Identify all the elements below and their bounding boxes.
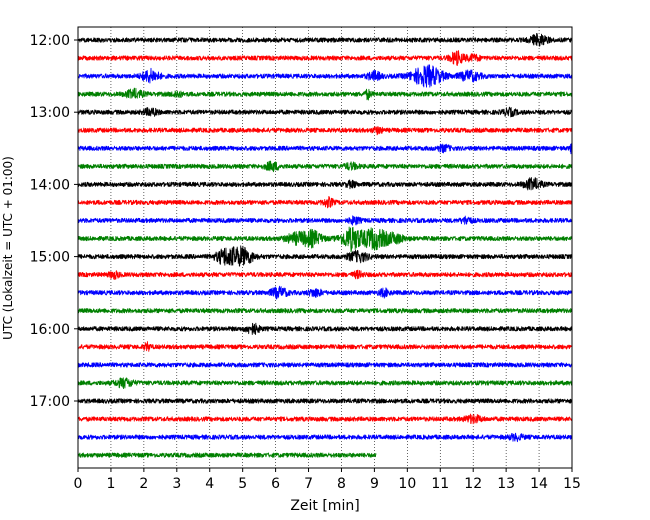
x-tick-label: 9	[370, 476, 379, 492]
plot-frame	[77, 26, 573, 469]
seismic-trace-1500	[77, 245, 573, 267]
seismic-trace-1415	[77, 196, 573, 209]
y-tick-label: 17:00	[30, 394, 70, 410]
seismic-trace-1215	[77, 50, 573, 66]
seismic-trace-1545	[77, 308, 573, 314]
x-tick-label: 0	[74, 476, 83, 492]
seismic-trace-1245	[77, 87, 573, 101]
seismic-trace-1730	[77, 432, 573, 443]
seismic-trace-1300	[77, 106, 573, 118]
x-tick-label: 12	[464, 476, 482, 492]
x-tick-label: 8	[337, 476, 346, 492]
seismic-trace-1530	[77, 285, 573, 300]
y-tick-label: 15:00	[30, 250, 70, 266]
x-tick-label: 13	[497, 476, 515, 492]
x-tick-label: 11	[431, 476, 449, 492]
seismic-trace-1200	[77, 33, 573, 47]
x-tick-label: 7	[304, 476, 313, 492]
seismic-trace-1445	[77, 226, 573, 253]
x-ticks: 0 1 2 3 4 5 6 7 8 9 10 11 12 13 14 15	[74, 468, 581, 492]
seismic-trace-1700	[77, 398, 573, 404]
x-tick-label: 1	[106, 476, 115, 492]
x-tick-label: 3	[172, 476, 181, 492]
x-axis-title: Zeit [min]	[290, 498, 359, 514]
x-tick-label: 15	[563, 476, 581, 492]
seismic-trace-1345	[77, 160, 573, 173]
x-tick-label: 14	[530, 476, 548, 492]
seismic-trace-1645	[77, 377, 573, 390]
y-tick-label: 16:00	[30, 322, 70, 338]
x-tick-label: 2	[139, 476, 148, 492]
x-tick-label: 4	[205, 476, 214, 492]
y-tick-label: 13:00	[30, 105, 70, 121]
x-tick-label: 6	[271, 476, 280, 492]
y-tick-label: 12:00	[30, 33, 70, 49]
seismic-trace-1430	[77, 215, 573, 226]
seismic-trace-1630	[77, 362, 573, 368]
seismic-trace-1515	[77, 269, 573, 281]
y-axis-title: UTC (Lokalzeit = UTC + 01:00)	[1, 156, 15, 340]
seismic-traces	[77, 33, 573, 458]
seismic-trace-1715	[77, 413, 573, 425]
seismic-trace-1745	[77, 452, 377, 458]
seismic-trace-1400	[77, 177, 573, 191]
y-ticks: 12:00 13:00 14:00 15:00 16:00 17:00	[30, 33, 78, 410]
x-tick-label: 5	[238, 476, 247, 492]
seismic-trace-1330	[77, 143, 573, 155]
y-tick-label: 14:00	[30, 177, 70, 193]
seismic-trace-1230	[77, 64, 573, 88]
seismic-trace-1600	[77, 322, 573, 335]
seismic-trace-1315	[77, 126, 573, 136]
seismic-trace-1615	[77, 341, 573, 352]
x-tick-label: 10	[398, 476, 416, 492]
